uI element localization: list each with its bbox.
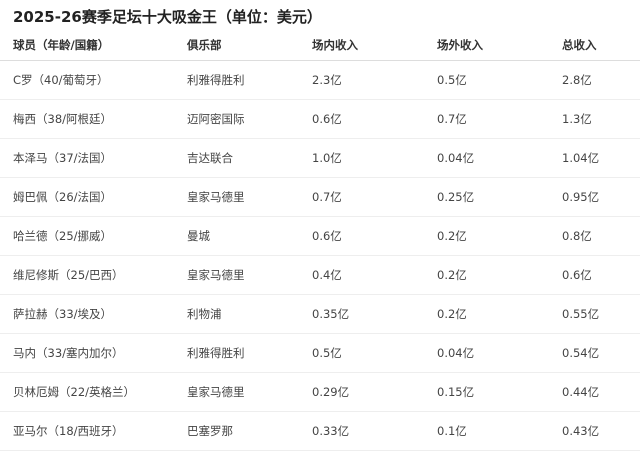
cell-off-field: 0.1亿 [437,411,562,451]
cell-player: 亚马尔（18/西班牙） [0,411,187,451]
cell-club: 利雅得胜利 [187,333,312,373]
table-row: 本泽马（37/法国） 吉达联合 1.0亿 0.04亿 1.04亿 [0,138,640,178]
cell-off-field: 0.2亿 [437,216,562,256]
table-row: C罗（40/葡萄牙） 利雅得胜利 2.3亿 0.5亿 2.8亿 [0,60,640,100]
cell-player: 萨拉赫（33/埃及） [0,294,187,334]
cell-club: 皇家马德里 [187,177,312,217]
header-row: 球员（年龄/国籍） 俱乐部 场内收入 场外收入 总收入 [0,30,640,61]
header-off-field: 场外收入 [437,30,562,61]
cell-off-field: 0.2亿 [437,255,562,295]
table-row: 贝林厄姆（22/英格兰） 皇家马德里 0.29亿 0.15亿 0.44亿 [0,372,640,412]
cell-total: 0.55亿 [562,294,640,334]
page-title: 2025-26赛季足坛十大吸金王（单位：美元） [13,8,322,26]
cell-club: 曼城 [187,216,312,256]
earnings-table: 球员（年龄/国籍） 俱乐部 场内收入 场外收入 总收入 C罗（40/葡萄牙） 利雅得胜利 2… [0,30,640,451]
cell-on-field: 0.33亿 [312,411,437,451]
cell-off-field: 0.2亿 [437,294,562,334]
cell-player: 维尼修斯（25/巴西） [0,255,187,295]
table-row: 梅西（38/阿根廷） 迈阿密国际 0.6亿 0.7亿 1.3亿 [0,99,640,139]
cell-total: 1.04亿 [562,138,640,178]
cell-off-field: 0.5亿 [437,60,562,100]
cell-total: 0.43亿 [562,411,640,451]
cell-club: 巴塞罗那 [187,411,312,451]
cell-club: 迈阿密国际 [187,99,312,139]
cell-on-field: 0.6亿 [312,99,437,139]
table-row: 维尼修斯（25/巴西） 皇家马德里 0.4亿 0.2亿 0.6亿 [0,255,640,295]
table-row: 姆巴佩（26/法国） 皇家马德里 0.7亿 0.25亿 0.95亿 [0,177,640,217]
cell-on-field: 1.0亿 [312,138,437,178]
cell-off-field: 0.25亿 [437,177,562,217]
cell-player: 姆巴佩（26/法国） [0,177,187,217]
cell-club: 利物浦 [187,294,312,334]
table-row: 马内（33/塞内加尔） 利雅得胜利 0.5亿 0.04亿 0.54亿 [0,333,640,373]
cell-on-field: 0.6亿 [312,216,437,256]
cell-total: 0.6亿 [562,255,640,295]
cell-total: 0.44亿 [562,372,640,412]
cell-off-field: 0.7亿 [437,99,562,139]
header-club: 俱乐部 [187,30,312,61]
table-row: 亚马尔（18/西班牙） 巴塞罗那 0.33亿 0.1亿 0.43亿 [0,411,640,451]
cell-total: 2.8亿 [562,60,640,100]
cell-player: C罗（40/葡萄牙） [0,60,187,100]
cell-club: 利雅得胜利 [187,60,312,100]
cell-total: 0.95亿 [562,177,640,217]
cell-club: 皇家马德里 [187,372,312,412]
cell-on-field: 2.3亿 [312,60,437,100]
cell-on-field: 0.4亿 [312,255,437,295]
cell-player: 马内（33/塞内加尔） [0,333,187,373]
cell-total: 0.54亿 [562,333,640,373]
cell-off-field: 0.04亿 [437,333,562,373]
header-player: 球员（年龄/国籍） [0,30,187,61]
cell-club: 吉达联合 [187,138,312,178]
table-row: 萨拉赫（33/埃及） 利物浦 0.35亿 0.2亿 0.55亿 [0,294,640,334]
cell-total: 0.8亿 [562,216,640,256]
cell-on-field: 0.5亿 [312,333,437,373]
cell-on-field: 0.29亿 [312,372,437,412]
cell-off-field: 0.15亿 [437,372,562,412]
table-row: 哈兰德（25/挪威） 曼城 0.6亿 0.2亿 0.8亿 [0,216,640,256]
header-on-field: 场内收入 [312,30,437,61]
cell-on-field: 0.7亿 [312,177,437,217]
header-total: 总收入 [562,30,640,61]
cell-player: 梅西（38/阿根廷） [0,99,187,139]
cell-player: 哈兰德（25/挪威） [0,216,187,256]
cell-on-field: 0.35亿 [312,294,437,334]
cell-total: 1.3亿 [562,99,640,139]
cell-club: 皇家马德里 [187,255,312,295]
cell-player: 贝林厄姆（22/英格兰） [0,372,187,412]
cell-off-field: 0.04亿 [437,138,562,178]
cell-player: 本泽马（37/法国） [0,138,187,178]
